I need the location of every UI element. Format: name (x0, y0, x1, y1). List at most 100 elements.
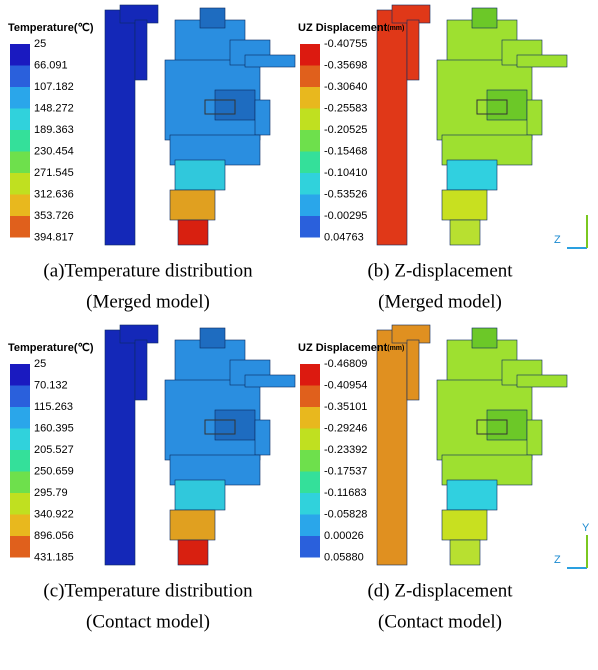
legend-swatch (300, 386, 320, 408)
legend-swatch (10, 386, 30, 408)
legend-label: 25 (34, 358, 46, 370)
legend-label: 431.185 (34, 551, 74, 563)
legend-label: 394.817 (34, 231, 74, 243)
legend-swatch (10, 130, 30, 152)
model-part (135, 20, 147, 80)
caption: (Contact model) (86, 611, 210, 632)
legend-label: 0.04763 (324, 231, 364, 243)
model-part (178, 540, 208, 565)
caption: (a)Temperature distribution (43, 260, 253, 281)
caption: (Merged model) (86, 291, 210, 312)
model-part (170, 510, 215, 540)
model-part (105, 10, 135, 245)
caption: (c)Temperature distribution (43, 580, 253, 601)
figure-canvas: Temperature(℃) 25 66.091 107.182 148.272 189.… (0, 0, 598, 670)
legend-swatch (300, 44, 320, 66)
legend-unit: (mm) (387, 25, 404, 32)
figure: Temperature(℃) 25 66.091 107.182 148.272 189.… (0, 0, 598, 670)
legend-swatch (10, 429, 30, 451)
panel: UZ Displacement(mm)-0.40755-0.35698-0.30… (298, 5, 587, 312)
model-part (255, 100, 270, 135)
model-part (105, 330, 135, 565)
legend-swatch (10, 44, 30, 66)
legend-swatch (10, 109, 30, 131)
legend-label: 271.545 (34, 167, 74, 179)
legend-label: 70.132 (34, 379, 68, 391)
triad-label: Y (582, 522, 590, 534)
model-part (527, 100, 542, 135)
legend-label: -0.35698 (324, 59, 367, 71)
caption: (Merged model) (378, 291, 502, 312)
legend-label: -0.05828 (324, 508, 367, 520)
legend-swatch (300, 450, 320, 472)
legend-label: 0.00026 (324, 530, 364, 542)
legend-label: -0.00295 (324, 210, 367, 222)
legend-label: 148.272 (34, 102, 74, 114)
model-part (517, 375, 567, 387)
legend-label: -0.17537 (324, 465, 367, 477)
model-part (447, 480, 497, 510)
model-part (178, 220, 208, 245)
model-part (245, 55, 295, 67)
legend-swatch (10, 515, 30, 537)
legend-swatch (10, 450, 30, 472)
legend-label: 189.363 (34, 124, 74, 136)
legend-label: -0.30640 (324, 81, 367, 93)
legend-swatch (300, 109, 320, 131)
legend-label: -0.10410 (324, 167, 367, 179)
legend-swatch (300, 536, 320, 558)
legend-label: 295.79 (34, 487, 68, 499)
legend-label: 115.263 (34, 401, 73, 413)
model-part (135, 340, 147, 400)
legend-swatch (300, 493, 320, 515)
model-part (472, 328, 497, 348)
model-part (450, 540, 480, 565)
legend-label: -0.20525 (324, 124, 367, 136)
legend-label: -0.53526 (324, 188, 367, 200)
legend-label: -0.46809 (324, 358, 367, 370)
model-part (377, 330, 407, 565)
legend-label: 312.636 (34, 188, 74, 200)
model-part (442, 510, 487, 540)
legend-swatch (10, 493, 30, 515)
model-part (442, 190, 487, 220)
legend-label: 160.395 (34, 422, 74, 434)
model-part (200, 8, 225, 28)
model-part (527, 420, 542, 455)
legend-swatch (300, 87, 320, 109)
legend-label: 205.527 (34, 444, 74, 456)
legend-swatch (10, 87, 30, 109)
legend-swatch (10, 173, 30, 195)
caption: (b) Z-displacement (367, 260, 513, 281)
legend-swatch (300, 195, 320, 217)
legend-label: -0.35101 (324, 401, 367, 413)
panel: UZ Displacement(mm)-0.46809-0.40954-0.35… (298, 325, 590, 632)
model-part (175, 480, 225, 510)
legend-swatch (300, 66, 320, 88)
legend-swatch (300, 429, 320, 451)
legend-label: 896.056 (34, 530, 74, 542)
legend-label: 340.922 (34, 508, 74, 520)
legend-unit: (mm) (387, 345, 404, 352)
triad-label: Z (554, 234, 561, 246)
legend-swatch (300, 364, 320, 386)
legend-label: -0.29246 (324, 422, 367, 434)
legend-label: -0.40755 (324, 38, 367, 50)
panel: Temperature(℃)2566.091107.182148.272189.… (8, 5, 295, 312)
legend-swatch (10, 536, 30, 558)
legend-title: Temperature(℃) (8, 342, 94, 354)
caption: (d) Z-displacement (367, 580, 513, 601)
model-part (517, 55, 567, 67)
legend-label: 66.091 (34, 59, 68, 71)
model-part (175, 160, 225, 190)
model-part (450, 220, 480, 245)
model-part (245, 375, 295, 387)
legend-title: Temperature(℃) (8, 22, 94, 34)
caption: (Contact model) (378, 611, 502, 632)
model-part (447, 160, 497, 190)
triad-label: Z (554, 554, 561, 566)
legend-swatch (300, 515, 320, 537)
legend-label: 107.182 (34, 81, 74, 93)
model-part (407, 340, 419, 400)
legend-label: -0.11683 (324, 487, 367, 499)
